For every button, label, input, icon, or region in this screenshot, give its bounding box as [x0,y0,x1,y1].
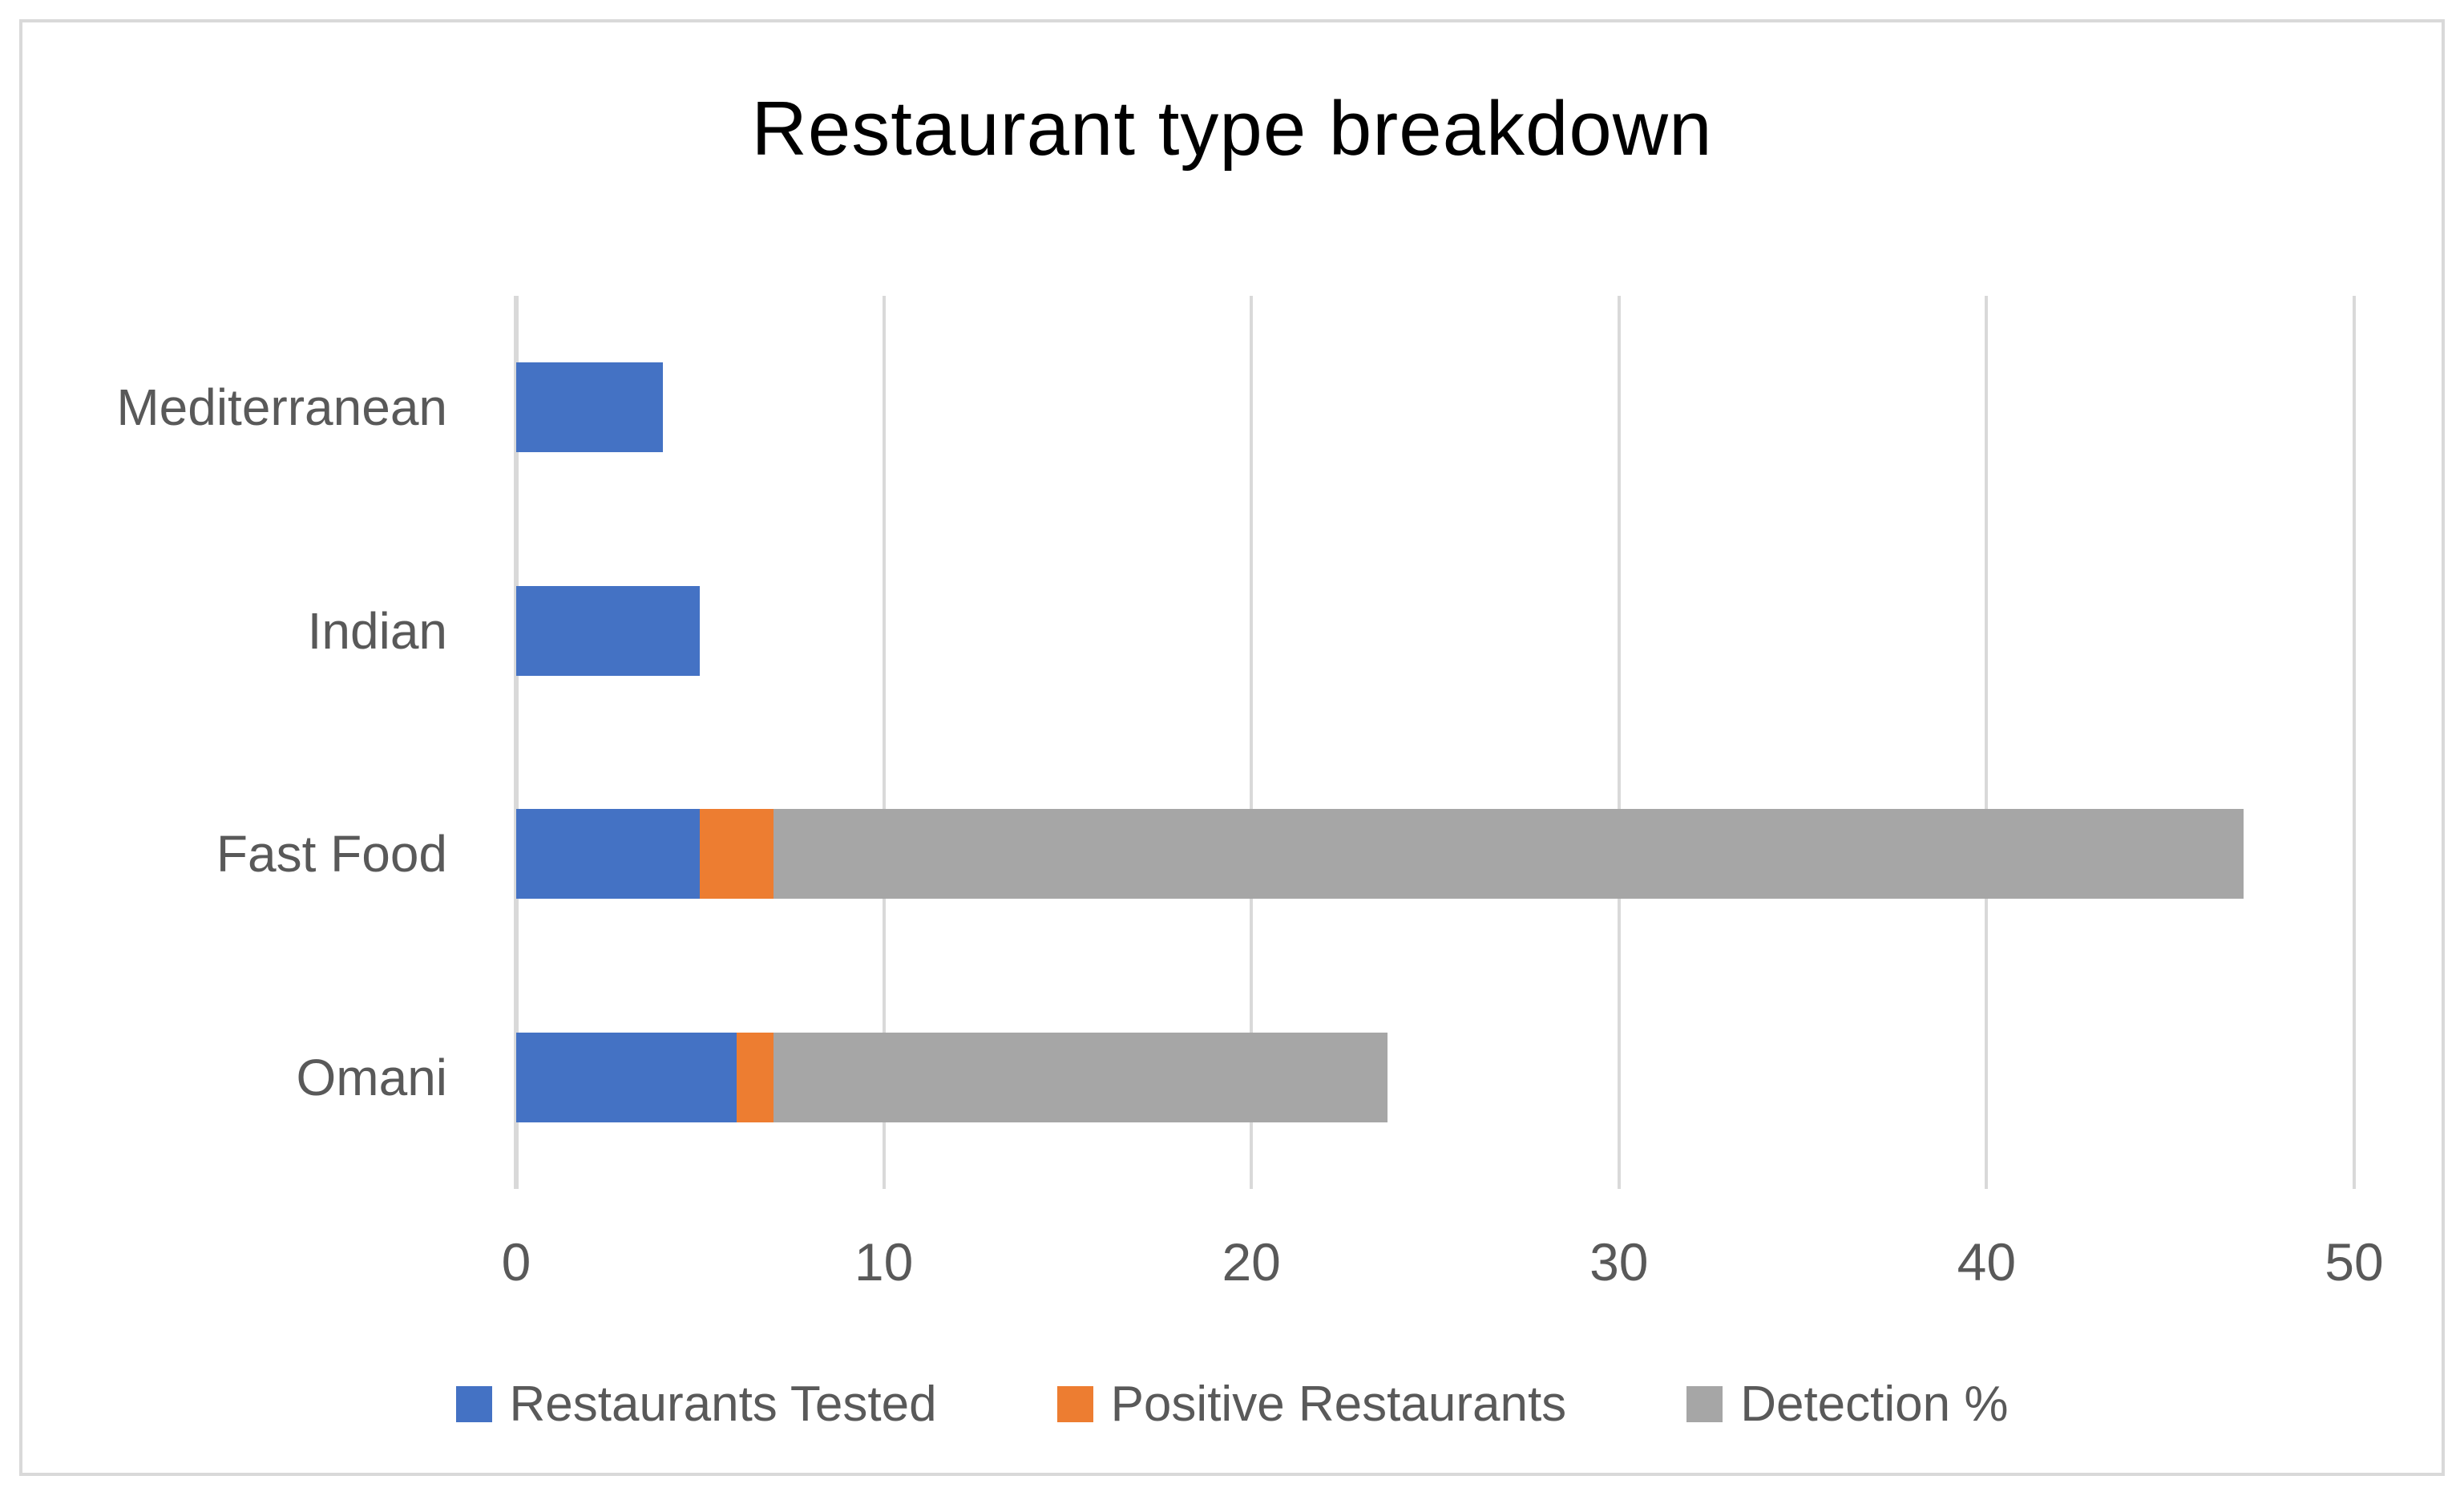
legend-swatch-icon [1686,1386,1723,1422]
legend-item: Detection % [1686,1376,2008,1433]
category-label: Mediterranean [116,378,447,437]
x-tick-label: 50 [2325,1232,2384,1292]
category-label: Omani [296,1048,448,1106]
category-label: Indian [307,601,447,660]
legend-label: Detection % [1740,1377,2009,1432]
gridline [2353,296,2356,1189]
gridline [1985,296,1989,1189]
legend: Restaurants Tested Positive Restaurants De… [22,1376,2442,1433]
x-tick-label: 0 [501,1232,531,1292]
bar-stack [516,362,664,453]
bar-stack [516,585,701,676]
plot-area [514,296,2356,1190]
legend-swatch-icon [455,1386,492,1422]
chart-frame: Restaurant type breakdown Mediterranean I… [19,19,2445,1476]
bar-row [516,742,2354,966]
bar-segment [516,362,664,453]
bar-row [516,296,2354,520]
legend-label: Restaurants Tested [509,1377,937,1432]
category-axis: Mediterranean Indian Fast Food Omani [55,296,447,1189]
x-tick-label: 20 [1222,1232,1281,1292]
bar-segment [737,1032,774,1122]
bar-stack [516,1032,1388,1122]
value-axis: 0 10 20 30 40 50 [502,1231,2384,1296]
legend-item: Positive Restaurants [1056,1376,1567,1433]
bar-stack [516,809,2244,900]
gridline [1617,296,1621,1189]
x-tick-label: 10 [854,1232,914,1292]
chart-title: Restaurant type breakdown [751,86,1713,172]
bar-segment [516,809,701,900]
legend-swatch-icon [1056,1386,1093,1422]
bar-segment [700,809,774,900]
gridline [1250,296,1254,1189]
legend-label: Positive Restaurants [1110,1377,1567,1432]
bar-segment [516,585,701,676]
bar-row [516,966,2354,1190]
category-label: Fast Food [216,825,447,883]
legend-item: Restaurants Tested [455,1376,937,1433]
bar-row [516,520,2354,743]
bar-segment [774,809,2244,900]
category-axis-line [514,296,519,1189]
gridline [882,296,886,1189]
x-tick-label: 30 [1589,1232,1649,1292]
bar-segment [774,1032,1388,1122]
bar-segment [516,1032,737,1122]
x-tick-label: 40 [1957,1232,2017,1292]
